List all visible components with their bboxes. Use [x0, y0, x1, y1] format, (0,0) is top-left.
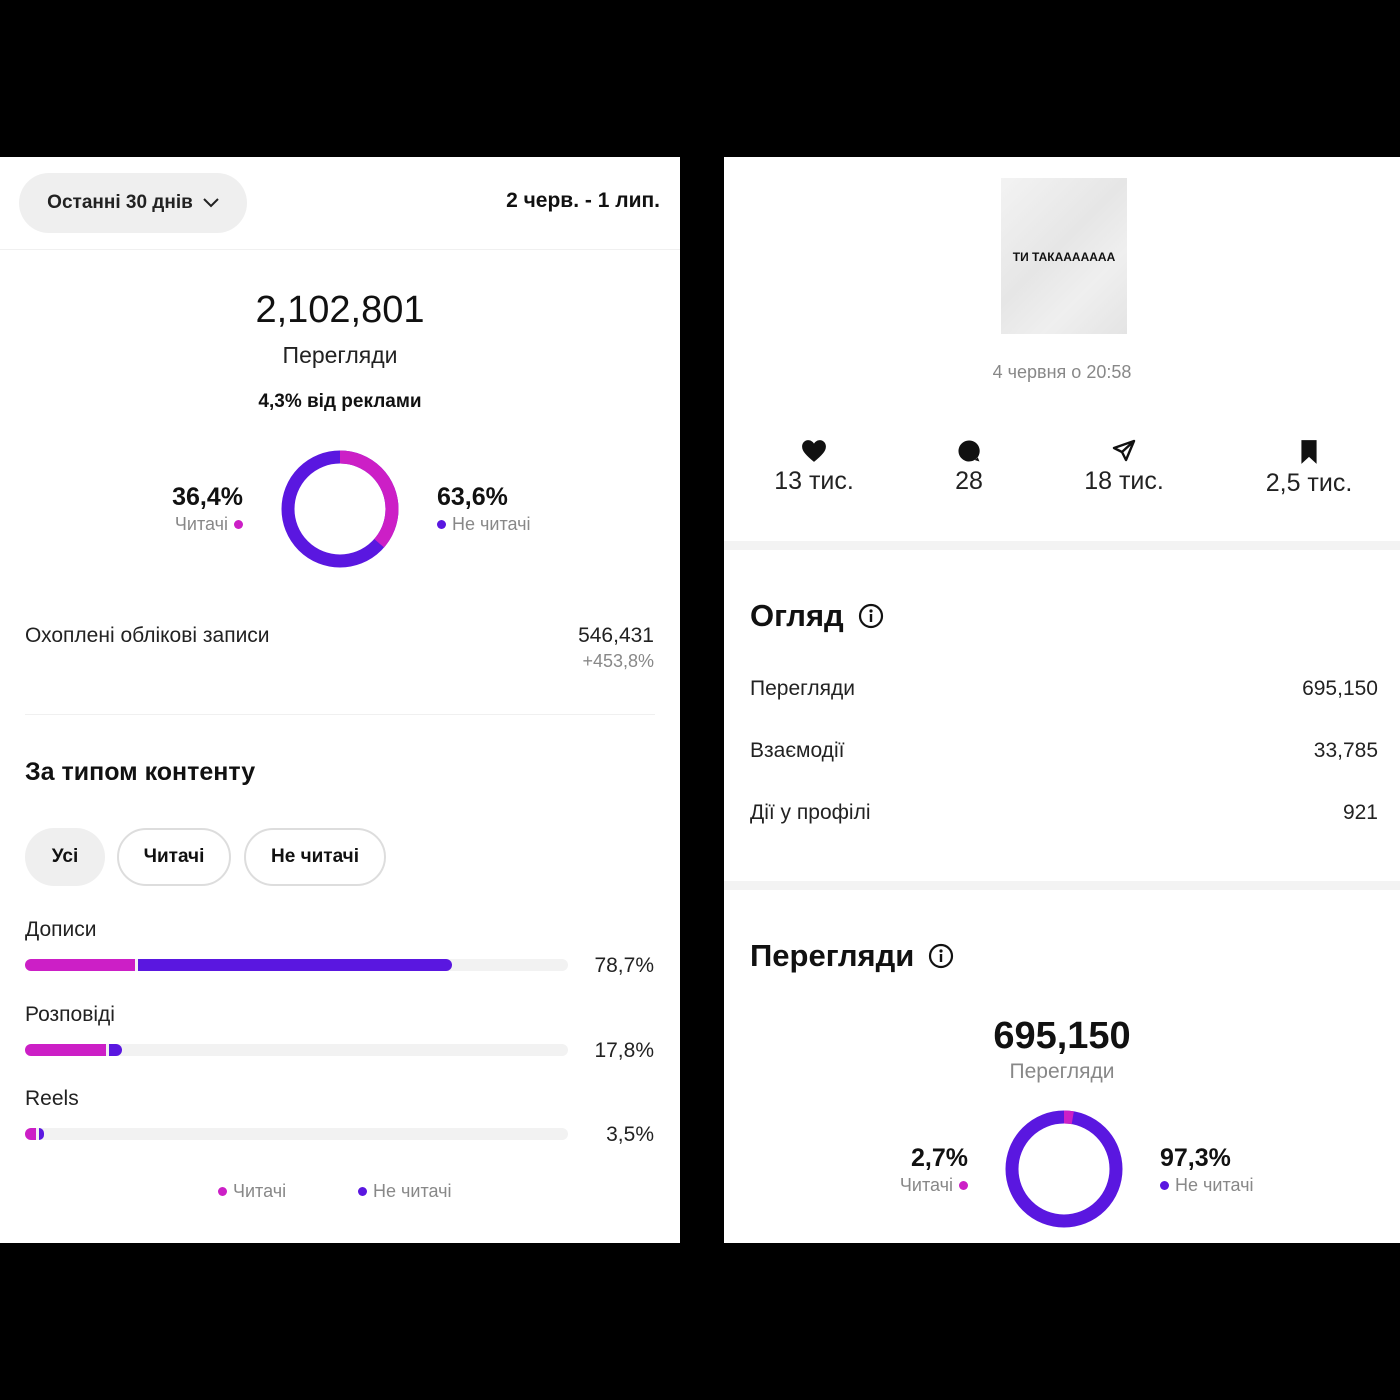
- overview-heading: Огляд: [750, 598, 884, 634]
- posts-bar-track: [25, 959, 568, 971]
- shares-stat: 18 тис.: [1049, 439, 1199, 496]
- chevron-down-icon: [203, 198, 219, 208]
- bottom-legend-nonfollowers: Не читачі: [358, 1181, 451, 1202]
- period-selector[interactable]: Останні 30 днів: [19, 173, 247, 233]
- views-total: 2,102,801: [255, 289, 425, 331]
- overview-title: Огляд: [750, 598, 844, 633]
- views-title: Перегляди: [750, 938, 915, 973]
- post-followers-label: Читачі: [899, 1175, 953, 1195]
- post-nonfollowers-percent: 97,3%: [1160, 1144, 1231, 1172]
- overview-views-value: 695,150: [1302, 677, 1378, 700]
- date-range: 2 черв. - 1 лип.: [506, 189, 660, 212]
- posts-followers-bar: [25, 959, 135, 971]
- nonfollowers-dot: [437, 520, 446, 529]
- posts-percent: 78,7%: [594, 954, 654, 977]
- comments-stat: 28: [894, 439, 1044, 496]
- divider: [25, 714, 655, 715]
- overview-interactions-value: 33,785: [1313, 739, 1378, 762]
- info-icon[interactable]: [928, 943, 954, 969]
- filter-all-chip[interactable]: Усі: [25, 828, 105, 886]
- overview-profile-actions-label: Дії у профілі: [750, 801, 871, 824]
- shares-count: 18 тис.: [1084, 467, 1164, 495]
- overview-profile-actions-value: 921: [1342, 801, 1378, 824]
- accounts-reached-change: +453,8%: [582, 651, 654, 671]
- reels-percent: 3,5%: [606, 1123, 654, 1146]
- reels-followers-bar: [25, 1128, 37, 1140]
- followers-dot: [218, 1187, 227, 1196]
- post-donut-nonfollowers-arc: [1005, 1110, 1123, 1228]
- post-views-total: 695,150: [993, 1015, 1131, 1057]
- post-thumbnail[interactable]: ТИ ТАКААААААА: [1001, 178, 1127, 334]
- overview-interactions-label: Взаємодії: [750, 739, 845, 762]
- views-label: Перегляди: [282, 342, 398, 368]
- section-divider: [724, 541, 1400, 550]
- saves-stat: 2,5 тис.: [1234, 439, 1384, 498]
- views-heading: Перегляди: [750, 938, 954, 974]
- post-followers-percent: 2,7%: [911, 1144, 968, 1172]
- divider: [0, 249, 680, 250]
- comment-icon: [958, 440, 980, 462]
- nonfollowers-dot: [358, 1187, 367, 1196]
- reels-bar-track: [25, 1128, 568, 1140]
- stories-followers-bar: [25, 1044, 107, 1056]
- heart-icon: [802, 440, 826, 462]
- filter-followers-chip[interactable]: Читачі: [117, 828, 231, 886]
- post-timestamp: 4 червня о 20:58: [992, 362, 1132, 382]
- followers-percent: 36,4%: [172, 483, 243, 511]
- nonfollowers-legend: Не читачі: [437, 514, 530, 535]
- post-nonfollowers-label: Не читачі: [1175, 1175, 1254, 1195]
- nonfollowers-dot: [1160, 1181, 1169, 1190]
- period-label: Останні 30 днів: [47, 192, 193, 213]
- followers-label: Читачі: [174, 514, 228, 534]
- post-views-label: Перегляди: [1009, 1060, 1115, 1083]
- saves-count: 2,5 тис.: [1265, 469, 1353, 497]
- post-views-donut-chart: [1005, 1110, 1123, 1228]
- stories-bar-track: [25, 1044, 568, 1056]
- post-donut-followers-arc: [1005, 1110, 1123, 1228]
- bottom-legend-followers: Читачі: [218, 1181, 286, 1202]
- reels-nonfollowers-bar: [39, 1128, 44, 1140]
- post-insights-panel: ТИ ТАКААААААА 4 червня о 20:58 13 тис. 2…: [724, 157, 1400, 1243]
- send-icon: [1112, 439, 1136, 462]
- comments-count: 28: [955, 467, 983, 495]
- post-thumbnail-text: ТИ ТАКААААААА: [1012, 250, 1116, 264]
- post-nonfollowers-legend: Не читачі: [1160, 1175, 1253, 1196]
- followers-dot: [234, 520, 243, 529]
- content-label-reels: Reels: [25, 1087, 79, 1110]
- filter-nonfollowers-chip[interactable]: Не читачі: [244, 828, 386, 886]
- views-donut-chart: [281, 450, 399, 568]
- ads-note: 4,3% від реклами: [258, 391, 422, 412]
- posts-nonfollowers-bar: [137, 959, 453, 971]
- content-label-posts: Дописи: [25, 918, 97, 941]
- nonfollowers-percent: 63,6%: [437, 483, 508, 511]
- legend-nonfollowers-label: Не читачі: [373, 1181, 452, 1201]
- insights-panel-left: Останні 30 днів 2 черв. - 1 лип. 2,102,8…: [0, 157, 680, 1243]
- section-divider: [724, 881, 1400, 890]
- content-type-title: За типом контенту: [25, 758, 256, 786]
- nonfollowers-label: Не читачі: [452, 514, 531, 534]
- followers-dot: [959, 1181, 968, 1190]
- likes-count: 13 тис.: [774, 467, 854, 495]
- likes-stat: 13 тис.: [739, 439, 889, 496]
- overview-views-label: Перегляди: [750, 677, 855, 700]
- bookmark-icon: [1301, 440, 1317, 464]
- content-label-stories: Розповіді: [25, 1003, 115, 1026]
- donut-followers-arc: [281, 450, 399, 568]
- legend-followers-label: Читачі: [233, 1181, 287, 1201]
- accounts-reached-label: Охоплені облікові записи: [25, 624, 270, 647]
- accounts-reached-value: 546,431: [578, 624, 654, 647]
- followers-legend: Читачі: [175, 514, 243, 535]
- info-icon[interactable]: [858, 603, 884, 629]
- post-followers-legend: Читачі: [900, 1175, 968, 1196]
- stories-nonfollowers-bar: [109, 1044, 122, 1056]
- stories-percent: 17,8%: [594, 1039, 654, 1062]
